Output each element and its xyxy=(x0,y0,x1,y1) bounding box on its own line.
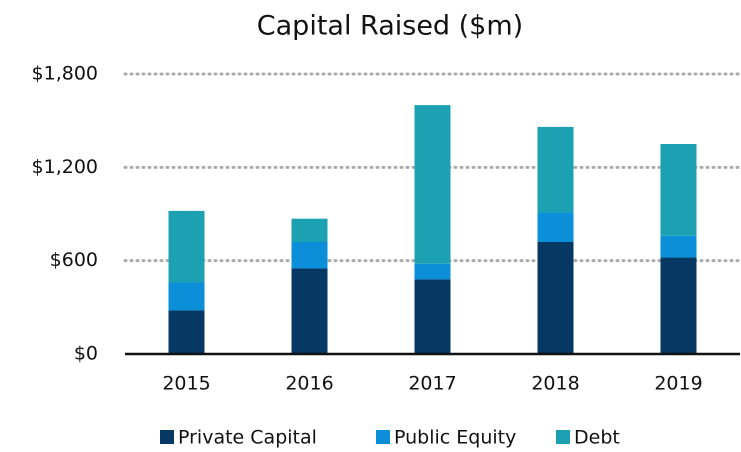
legend-label: Private Capital xyxy=(178,427,317,449)
bar-segment xyxy=(168,282,205,311)
legend-swatch xyxy=(556,430,570,444)
bar-segment xyxy=(414,263,451,280)
x-tick-label: 2016 xyxy=(285,373,333,395)
bar-segment xyxy=(537,242,574,354)
bar-segment xyxy=(414,105,451,264)
legend-label: Public Equity xyxy=(394,427,516,449)
x-tick-label: 2019 xyxy=(654,373,702,395)
x-tick-label: 2015 xyxy=(162,373,210,395)
bar-segment xyxy=(291,242,328,269)
legend-label: Debt xyxy=(574,427,620,449)
bar-segment xyxy=(291,268,328,354)
x-tick-label: 2018 xyxy=(531,373,579,395)
bar-segment xyxy=(291,218,328,242)
bar-segment xyxy=(414,279,451,354)
bar-segment xyxy=(660,235,697,258)
bar-segment xyxy=(537,126,574,213)
x-tick-label: 2017 xyxy=(408,373,456,395)
bar-segment xyxy=(660,257,697,354)
bar-segment xyxy=(660,144,697,236)
y-tick-label: $1,800 xyxy=(32,63,98,85)
chart-title: Capital Raised ($m) xyxy=(257,11,523,42)
legend-swatch xyxy=(376,430,390,444)
y-tick-label: $600 xyxy=(50,249,98,271)
bar-segment xyxy=(168,310,205,354)
y-tick-label: $1,200 xyxy=(32,156,98,178)
bar-segment xyxy=(537,212,574,242)
bar-segment xyxy=(168,210,205,283)
legend-swatch xyxy=(160,430,174,444)
y-tick-label: $0 xyxy=(74,343,98,365)
